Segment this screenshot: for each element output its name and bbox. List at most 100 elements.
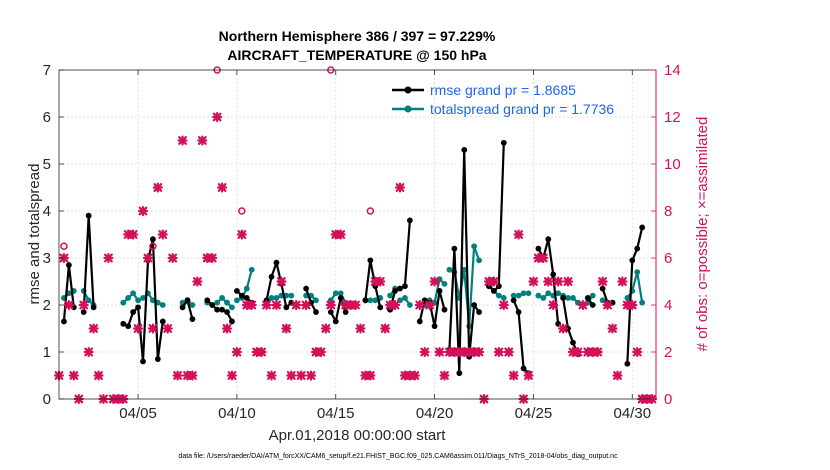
obs-assimilated-marker [88, 323, 99, 334]
totalspread-point [540, 295, 547, 301]
y-axis-right: 0 2 4 6 8 10 12 14 [651, 62, 681, 408]
y-tick-label: 4 [43, 203, 51, 220]
obs-assimilated-marker [523, 370, 534, 381]
obs-assimilated-marker [434, 346, 445, 358]
obs-assimilated-marker [394, 182, 406, 193]
x-tick-label: 04/30 [614, 405, 652, 422]
x-tick-label: 04/10 [218, 405, 256, 422]
rmse-point [337, 295, 344, 301]
rmse-point [85, 212, 92, 219]
rmse-point [491, 288, 497, 294]
rmse-point [65, 262, 72, 268]
rmse-point [367, 257, 374, 264]
y2-tick-label: 14 [664, 62, 681, 79]
legend: rmse grand pr = 1.8685 totalspread grand… [392, 82, 614, 117]
totalspread-point [140, 295, 146, 301]
y2-tick-label: 4 [664, 297, 672, 314]
totalspread-point [135, 297, 141, 304]
rmse-point [431, 323, 438, 330]
rmse-point [451, 245, 458, 252]
totalspread-point [446, 266, 453, 273]
rmse-point [545, 236, 552, 243]
obs-assimilated-marker [217, 182, 228, 193]
rmse-point [461, 147, 468, 153]
rmse-point [476, 309, 482, 315]
totalspread-point [372, 297, 379, 304]
obs-assimilated-marker [562, 276, 574, 287]
y-tick-label: 6 [43, 109, 51, 126]
series-layer [61, 139, 646, 377]
rmse-point [639, 224, 646, 231]
totalspread-point [545, 290, 552, 297]
totalspread-point [570, 295, 576, 301]
obs-assimilated-marker [409, 370, 420, 381]
rmse-point [377, 304, 384, 311]
y-axis-label: rmse and totalspread [26, 164, 43, 305]
totalspread-point [234, 297, 240, 304]
chart-title: Northern Hemisphere 386 / 397 = 97.229% [219, 28, 496, 44]
y2-tick-label: 10 [664, 156, 681, 173]
rmse-point [634, 245, 641, 252]
rmse-point [214, 306, 221, 313]
obs-assimilated-marker [305, 370, 317, 381]
y-tick-label: 2 [43, 297, 51, 314]
rmse-point [273, 259, 280, 266]
obs-assimilated-marker [498, 299, 509, 311]
y2-tick-label: 0 [664, 391, 672, 408]
obs-assimilated-marker [197, 135, 208, 146]
y-tick-label: 5 [43, 156, 51, 173]
obs-assimilated-marker [152, 182, 163, 193]
rmse-point [327, 309, 334, 315]
rmse-point [219, 306, 225, 313]
totalspread-point [367, 297, 374, 304]
totalspread-point [189, 302, 196, 308]
rmse-point [584, 295, 591, 301]
obs-assimilated-marker [320, 323, 331, 334]
rmse-point [238, 292, 245, 299]
totalspread-point [313, 297, 319, 304]
obs-assimilated-marker [632, 346, 643, 358]
totalspread-point [515, 292, 522, 299]
totalspread-point [535, 292, 542, 299]
y-tick-label: 1 [43, 344, 51, 361]
obs-assimilated-marker [231, 346, 242, 358]
obs-assimilated-marker [488, 276, 499, 287]
obs-assimilated-marker [503, 346, 514, 358]
totalspread-point [525, 290, 532, 297]
rmse-line [418, 289, 446, 328]
obs-assimilated-marker [177, 135, 188, 146]
rmse-point [456, 370, 463, 377]
rmse-point [570, 339, 576, 346]
obs-assimilated-marker [286, 370, 297, 381]
totalspread-point [130, 290, 137, 297]
rmse-point [332, 318, 339, 325]
rmse-point [135, 304, 141, 311]
obs-assimilated-marker [419, 346, 430, 358]
rmse-point [283, 304, 290, 311]
totalspread-point [520, 290, 527, 297]
totalspread-point [471, 243, 478, 250]
obs-assimilated-marker [365, 370, 376, 381]
rmse-point [140, 358, 146, 365]
obs-assimilated-marker [548, 299, 559, 311]
totalspread-point [589, 292, 596, 299]
totalspread-point [510, 292, 517, 299]
obs-assimilated-marker [572, 346, 583, 358]
obs-assimilated-marker [157, 229, 168, 240]
data-file-footer: data file: /Users/raeder/DAI/ATM_forcXX/… [178, 453, 618, 460]
rmse-point [303, 285, 310, 292]
totalspread-point [461, 266, 468, 273]
totalspread-point [159, 302, 166, 308]
obs-assimilated-marker [602, 299, 613, 311]
rmse-point [80, 309, 87, 315]
obs-assimilated-marker [617, 276, 628, 287]
totalspread-point [565, 295, 571, 301]
x-axis-label: Apr.01,2018 00:00:00 start [269, 427, 447, 444]
legend-spread-label: totalspread grand pr = 1.7736 [430, 101, 614, 117]
obs-assimilated-marker [261, 299, 272, 311]
rmse-point [589, 302, 596, 308]
obs-assimilated-marker [207, 252, 218, 264]
obs-assimilated-marker [380, 323, 391, 334]
rmse-point [510, 297, 517, 304]
